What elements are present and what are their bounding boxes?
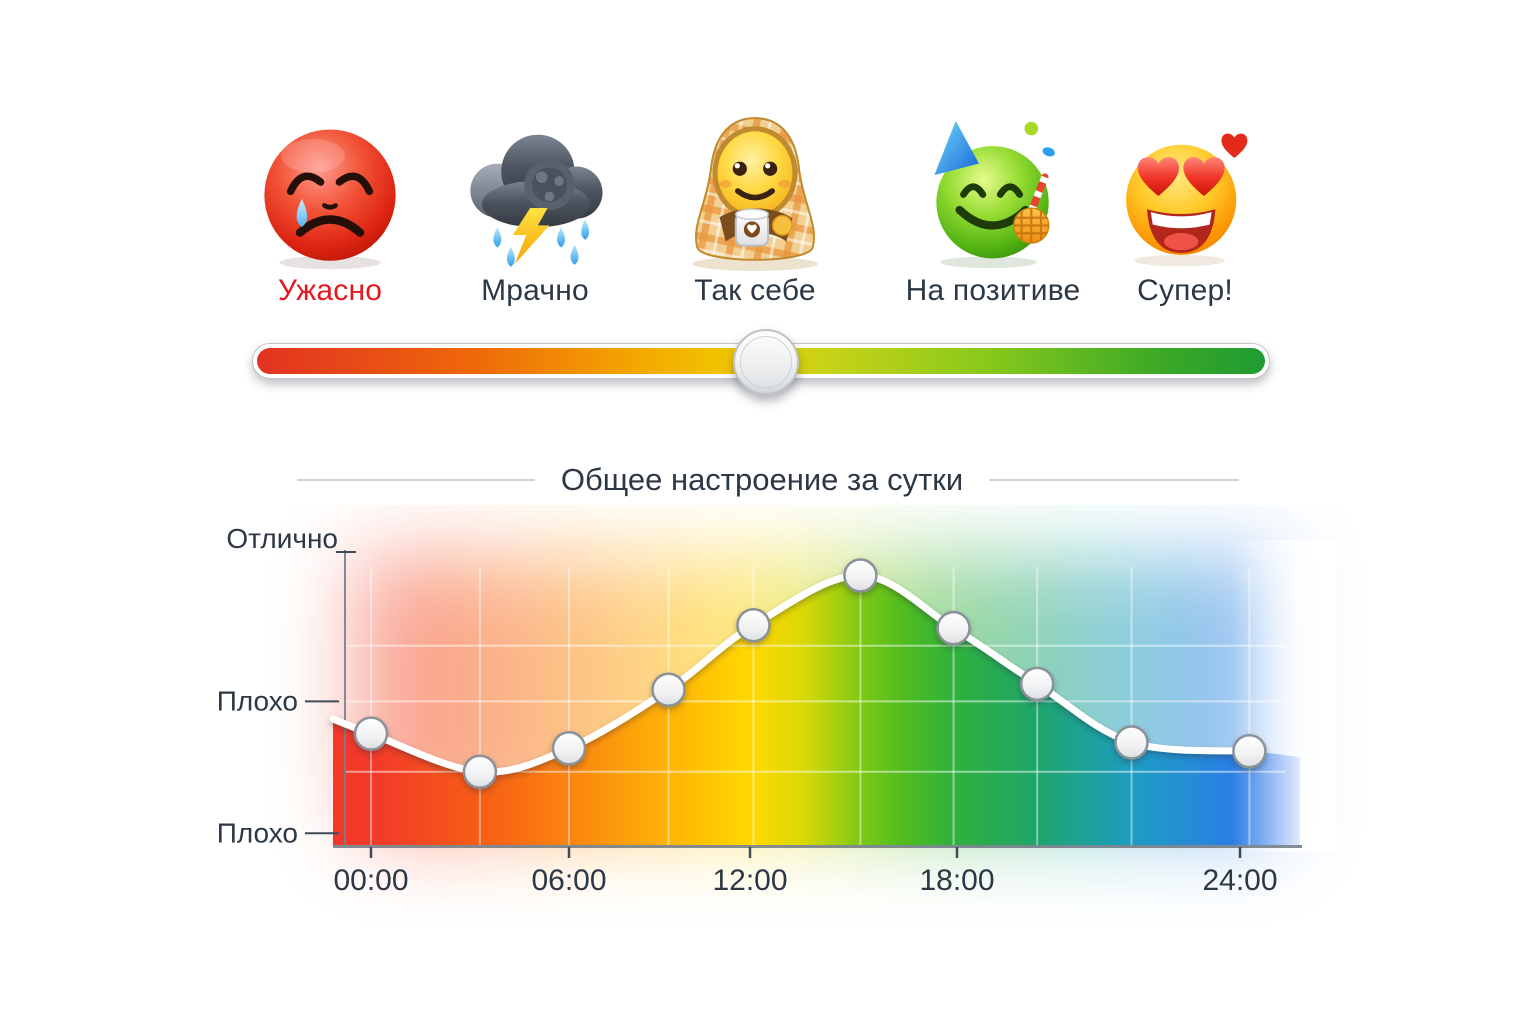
axis-label: Отлично <box>226 523 338 554</box>
right-fade-overlay <box>1232 540 1336 852</box>
chart-point <box>1114 725 1149 760</box>
icon-box <box>255 104 405 272</box>
mood-curve-group <box>329 558 1267 789</box>
icon-box <box>1109 104 1261 272</box>
mood-option-positive[interactable]: На позитиве <box>893 104 1093 308</box>
icon-box <box>453 104 617 272</box>
mood-option-terrible[interactable]: Ужасно <box>245 104 415 308</box>
axis-label: Плохо <box>217 817 298 848</box>
chart-point <box>1232 733 1267 769</box>
mood-label-positive: На позитиве <box>905 274 1081 307</box>
chart-point <box>551 731 587 766</box>
heart-eyes-face-icon <box>1126 133 1248 267</box>
mood-option-soso[interactable]: Так себе <box>660 104 850 308</box>
axis-label: Плохо <box>217 685 298 716</box>
party-green-face-icon <box>933 120 1055 269</box>
mood-chart: Отлично Плохо Плохо 00:00 06:00 12:00 18:00 24:… <box>217 523 1336 897</box>
chart-point <box>736 608 771 643</box>
blanket-face-icon <box>692 117 818 271</box>
mood-option-gloomy[interactable]: Мрачно <box>445 104 625 308</box>
mood-option-super[interactable]: Супер! <box>1095 104 1275 308</box>
chart-point <box>353 716 389 751</box>
chart-point <box>651 672 686 707</box>
icon-box <box>669 104 841 272</box>
chart-header: Общее настроение за сутки <box>0 462 1536 498</box>
chart-title: Общее настроение за сутки <box>560 462 964 497</box>
axis-label: 12:00 <box>712 864 787 897</box>
icon-box <box>911 104 1076 272</box>
mood-slider-track[interactable] <box>252 329 1270 395</box>
title-divider-left <box>296 479 535 481</box>
axis-label: 18:00 <box>919 864 994 897</box>
mood-label-gloomy: Мрачно <box>481 274 589 307</box>
axis-label: 24:00 <box>1202 864 1277 897</box>
mood-slider-handle[interactable] <box>733 329 800 395</box>
chart-point <box>843 558 878 593</box>
mood-label-terrible: Ужасно <box>277 274 383 307</box>
storm-cloud-icon <box>470 134 603 267</box>
chart-point <box>936 610 971 646</box>
chart-point <box>1019 666 1055 702</box>
chart-point <box>462 754 498 789</box>
mood-label-super: Супер! <box>1137 274 1233 307</box>
title-divider-right <box>989 479 1240 481</box>
axis-label: 06:00 <box>531 864 606 897</box>
crying-red-face-icon <box>264 129 396 270</box>
mood-label-soso: Так себе <box>694 274 816 307</box>
axis-label: 00:00 <box>333 864 408 897</box>
chart-area-fill <box>333 575 1300 845</box>
